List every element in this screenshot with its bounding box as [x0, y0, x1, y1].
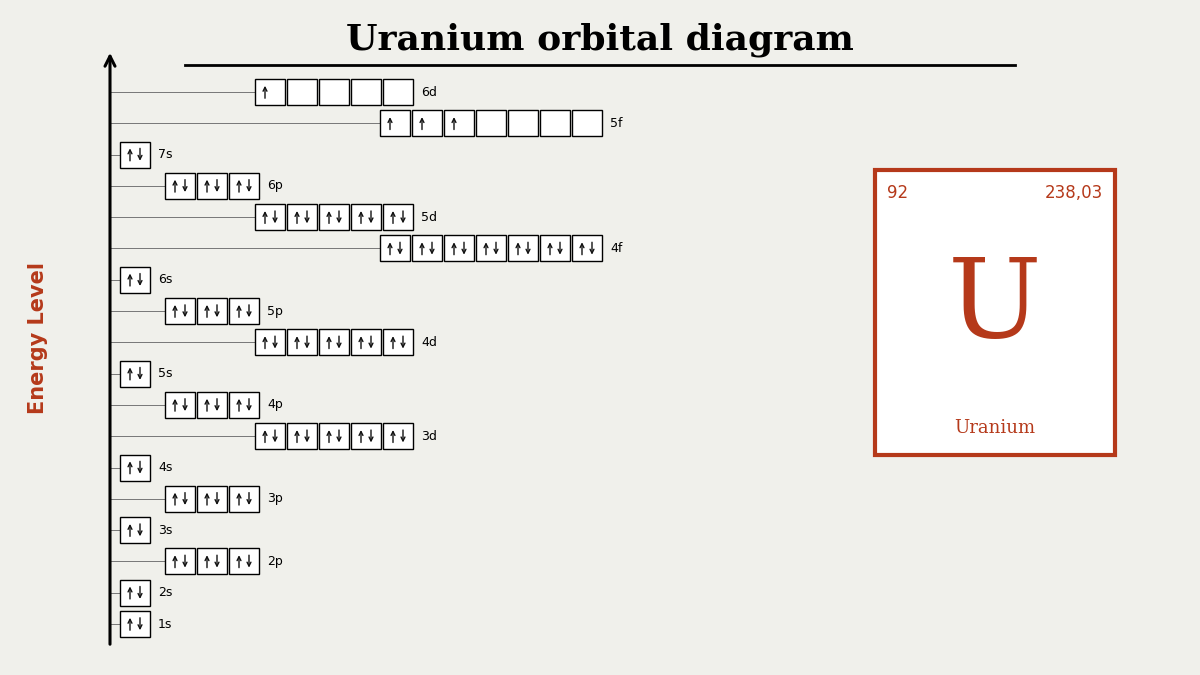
Bar: [540, 236, 570, 261]
Bar: [383, 79, 413, 105]
Bar: [380, 236, 410, 261]
Text: 5f: 5f: [610, 117, 623, 130]
Bar: [254, 204, 284, 230]
Text: 3p: 3p: [266, 492, 283, 506]
Text: 1s: 1s: [158, 618, 173, 630]
Bar: [476, 110, 506, 136]
Text: 2p: 2p: [266, 555, 283, 568]
Bar: [229, 173, 259, 199]
Bar: [412, 236, 442, 261]
Bar: [254, 423, 284, 450]
Bar: [287, 423, 317, 450]
Text: Uranium orbital diagram: Uranium orbital diagram: [346, 23, 854, 57]
Text: 2s: 2s: [158, 586, 173, 599]
Bar: [229, 392, 259, 418]
Text: 4f: 4f: [610, 242, 623, 255]
Bar: [254, 79, 284, 105]
Bar: [287, 329, 317, 355]
Bar: [166, 548, 194, 574]
Bar: [120, 267, 150, 293]
Bar: [352, 423, 382, 450]
Bar: [120, 611, 150, 637]
Text: 6s: 6s: [158, 273, 173, 286]
Bar: [120, 517, 150, 543]
Bar: [120, 454, 150, 481]
Text: 3d: 3d: [421, 430, 437, 443]
Bar: [444, 236, 474, 261]
Bar: [352, 329, 382, 355]
Bar: [229, 486, 259, 512]
Bar: [412, 110, 442, 136]
Text: 4p: 4p: [266, 398, 283, 412]
Bar: [166, 392, 194, 418]
Bar: [197, 298, 227, 324]
Bar: [572, 236, 602, 261]
Bar: [352, 204, 382, 230]
Bar: [229, 548, 259, 574]
Bar: [383, 423, 413, 450]
Bar: [197, 486, 227, 512]
Bar: [352, 79, 382, 105]
Bar: [476, 236, 506, 261]
Text: Uranium: Uranium: [954, 419, 1036, 437]
Bar: [319, 423, 349, 450]
Bar: [508, 236, 538, 261]
Bar: [287, 79, 317, 105]
Bar: [380, 110, 410, 136]
Bar: [319, 204, 349, 230]
Bar: [383, 204, 413, 230]
Bar: [120, 360, 150, 387]
Bar: [875, 170, 1115, 455]
Bar: [166, 298, 194, 324]
Bar: [287, 204, 317, 230]
Bar: [229, 298, 259, 324]
Text: 5s: 5s: [158, 367, 173, 380]
Bar: [572, 110, 602, 136]
Text: 7s: 7s: [158, 148, 173, 161]
Text: 6p: 6p: [266, 180, 283, 192]
Bar: [444, 110, 474, 136]
Bar: [319, 79, 349, 105]
Text: 4d: 4d: [421, 336, 437, 349]
Bar: [120, 580, 150, 605]
Bar: [508, 110, 538, 136]
Text: 6d: 6d: [421, 86, 437, 99]
Text: 3s: 3s: [158, 524, 173, 537]
Bar: [197, 392, 227, 418]
Bar: [319, 329, 349, 355]
Bar: [383, 329, 413, 355]
Text: Energy Level: Energy Level: [28, 262, 48, 414]
Bar: [166, 486, 194, 512]
Bar: [166, 173, 194, 199]
Text: 4s: 4s: [158, 461, 173, 474]
Text: 5d: 5d: [421, 211, 437, 223]
Text: 92: 92: [887, 184, 908, 202]
Bar: [540, 110, 570, 136]
Bar: [197, 548, 227, 574]
Text: 238,03: 238,03: [1045, 184, 1103, 202]
Text: U: U: [948, 253, 1042, 360]
Bar: [197, 173, 227, 199]
Bar: [254, 329, 284, 355]
Bar: [120, 142, 150, 167]
Text: 5p: 5p: [266, 304, 283, 317]
